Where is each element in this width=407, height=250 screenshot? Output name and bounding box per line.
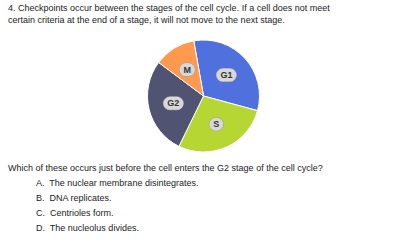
svg-text:S: S xyxy=(213,119,219,129)
svg-text:G1: G1 xyxy=(220,70,232,80)
svg-text:C. Centrioles form.: C. Centrioles form. xyxy=(36,208,114,218)
svg-text:certain criteria at the end of: certain criteria at the end of a stage, … xyxy=(8,15,285,25)
svg-text:D. The nucleolus divides.: D. The nucleolus divides. xyxy=(36,223,139,233)
svg-text:4. Checkpoints occur between t: 4. Checkpoints occur between the stages … xyxy=(8,3,330,13)
svg-text:B. DNA replicates.: B. DNA replicates. xyxy=(36,193,112,203)
svg-text:M: M xyxy=(184,65,192,75)
svg-text:Which of these occurs just bef: Which of these occurs just before the ce… xyxy=(8,163,323,173)
svg-text:G2: G2 xyxy=(167,98,179,108)
svg-text:A. The nuclear membrane disin: A. The nuclear membrane disintegrates. xyxy=(36,178,198,188)
